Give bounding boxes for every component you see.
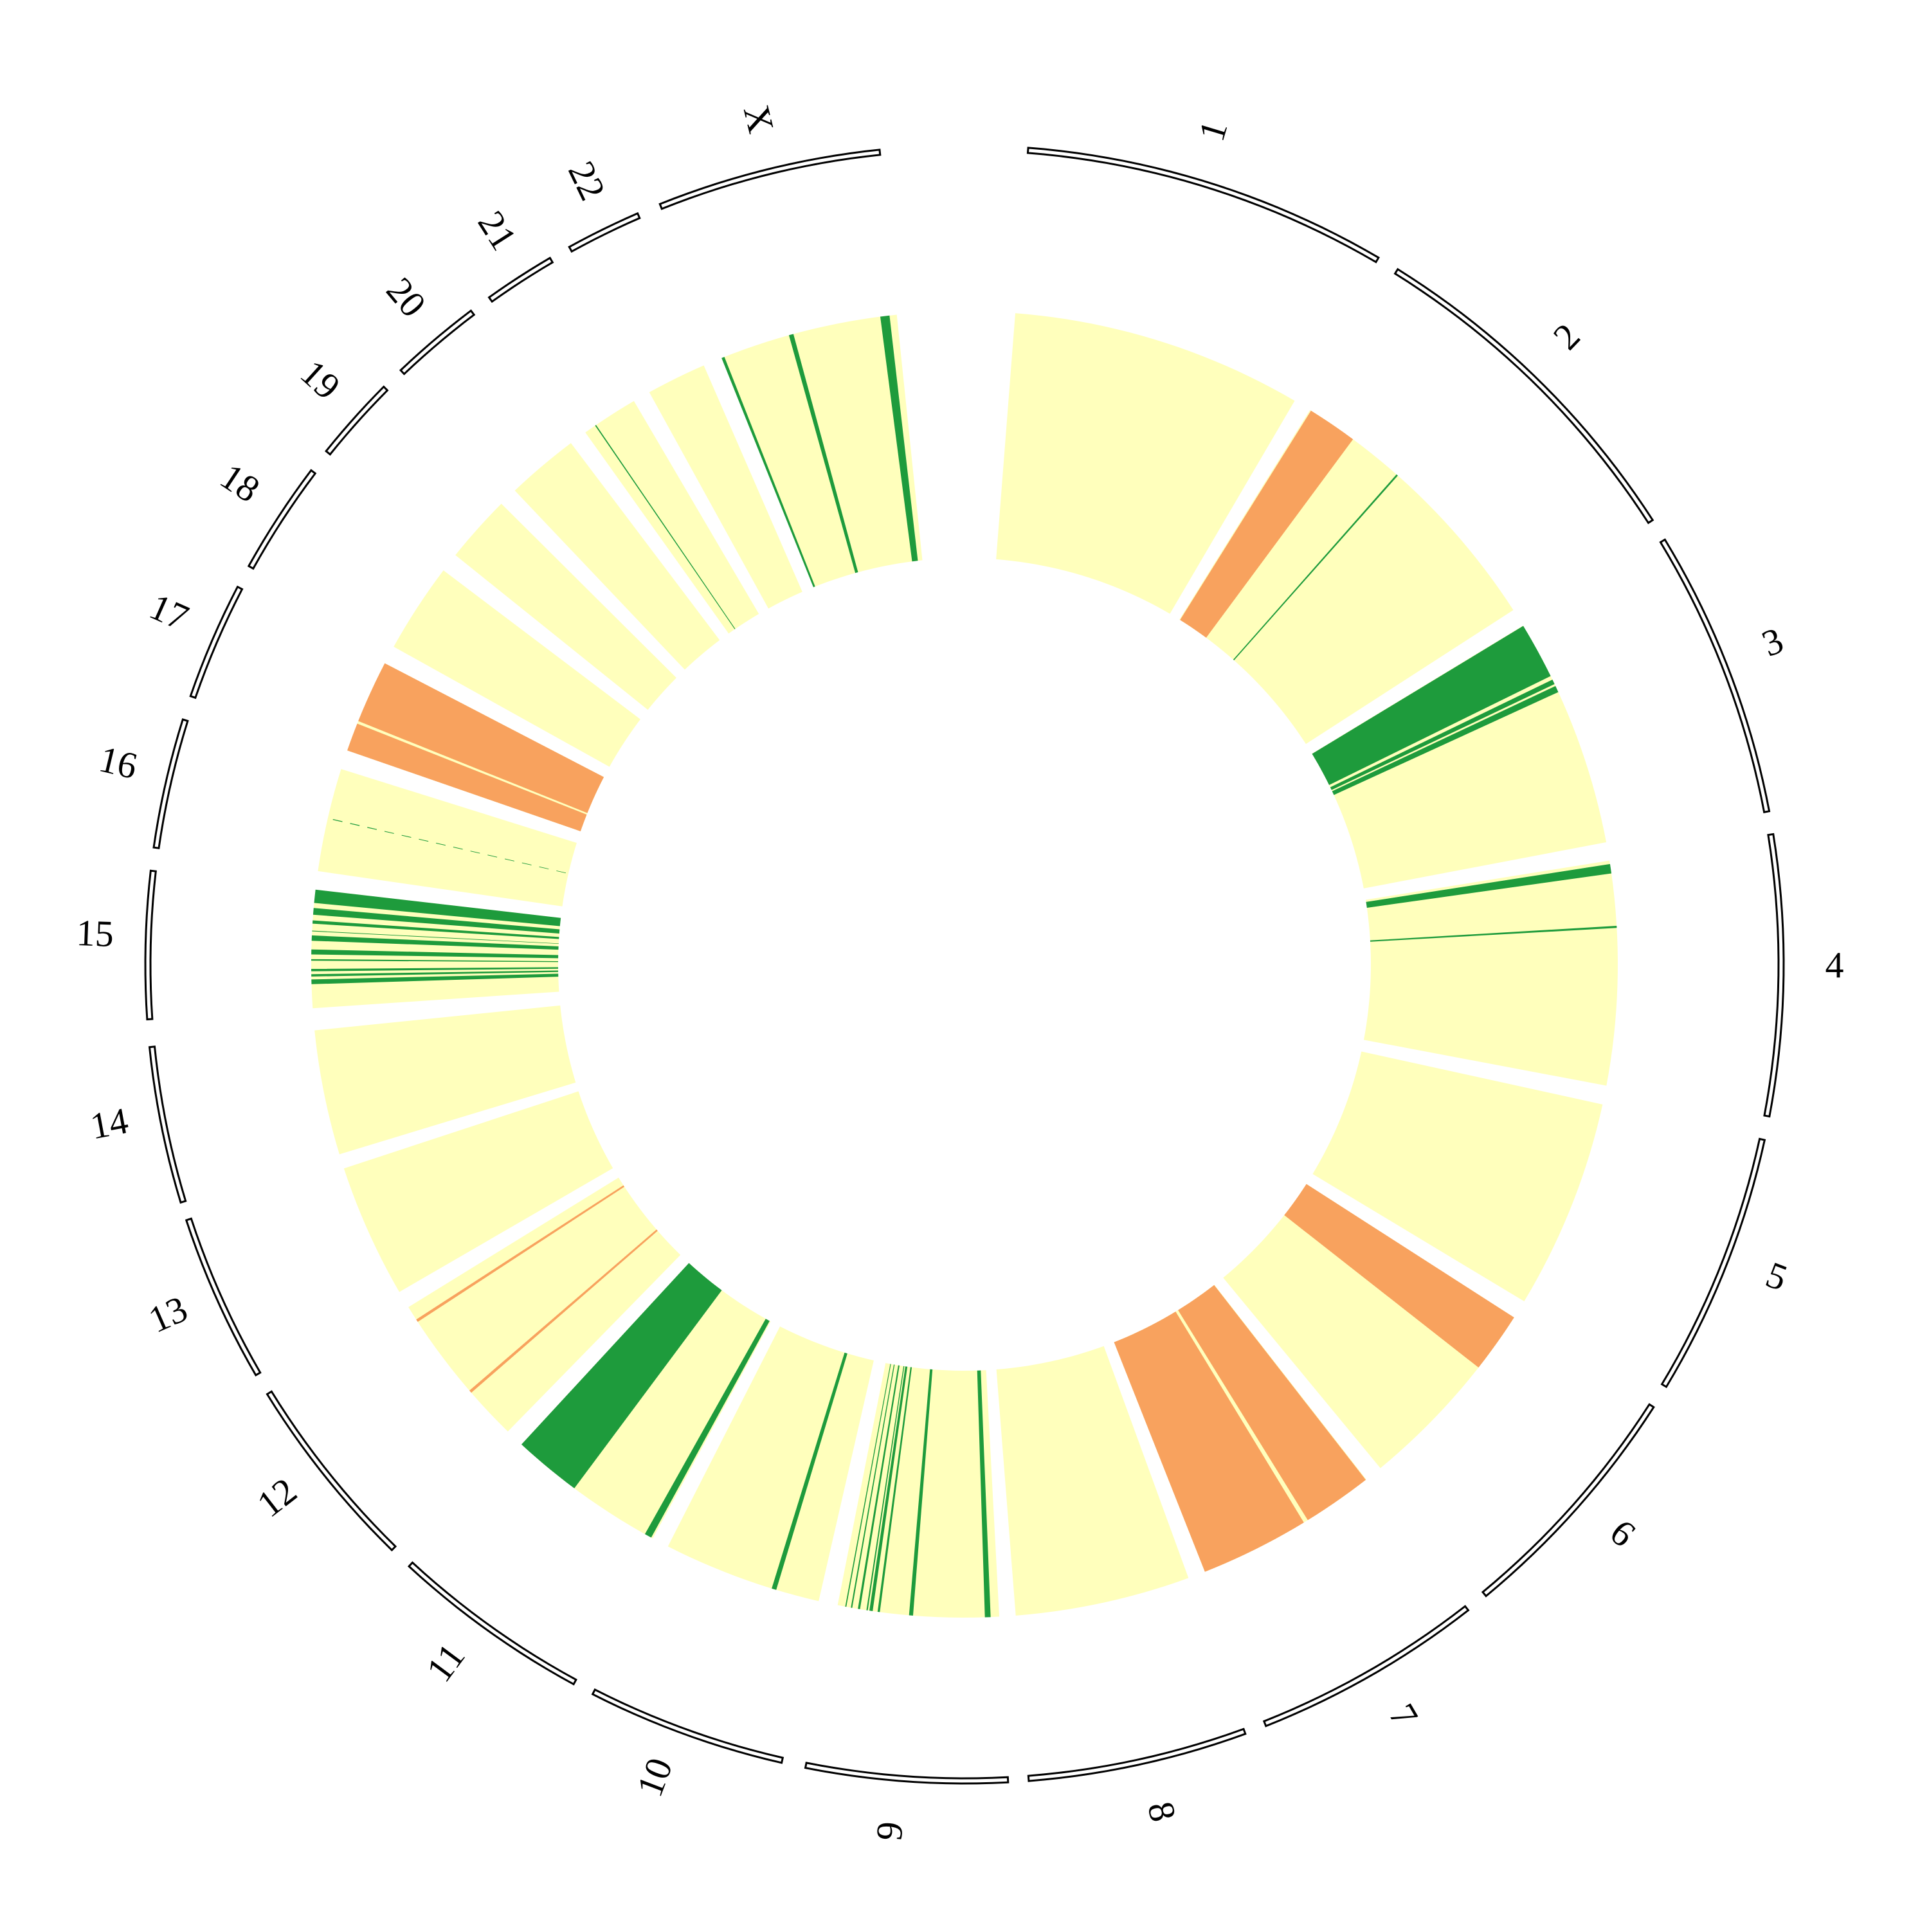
svg-text:4: 4	[1825, 944, 1843, 986]
svg-text:9: 9	[868, 1820, 911, 1842]
svg-text:14: 14	[87, 1099, 131, 1148]
svg-text:15: 15	[76, 912, 114, 955]
